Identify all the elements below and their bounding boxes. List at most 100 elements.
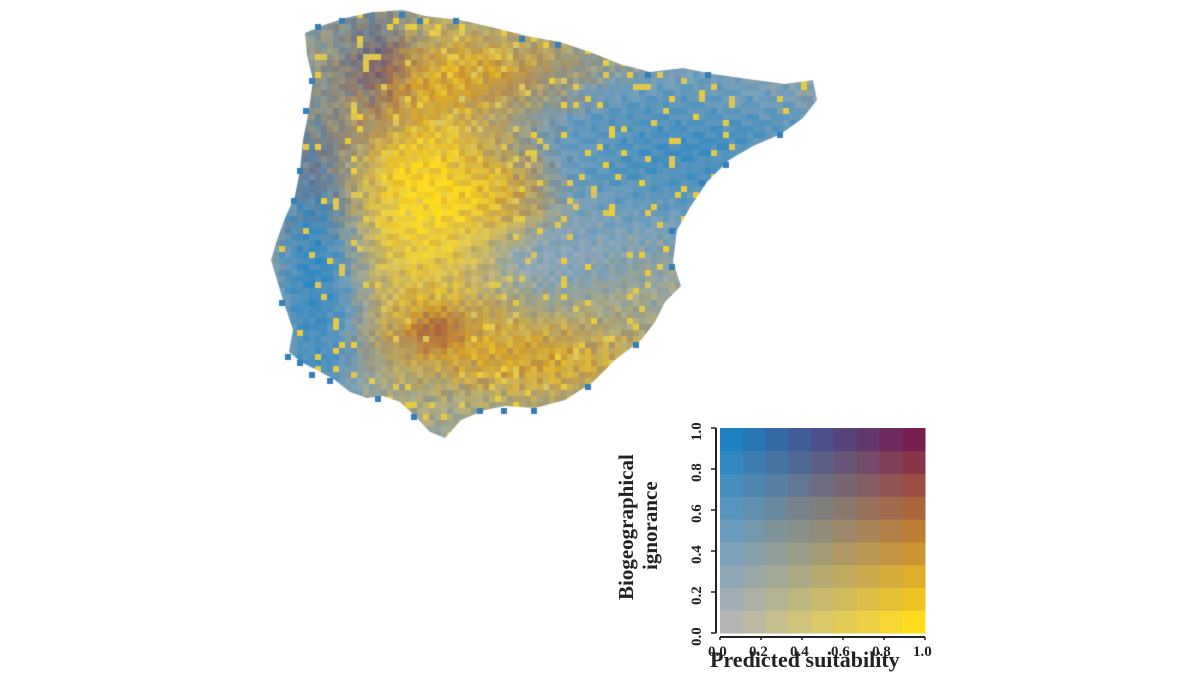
- legend-cell: [833, 428, 858, 452]
- legend-cell: [788, 610, 812, 634]
- x-tick-label: 0.0: [708, 644, 727, 660]
- legend-cell: [765, 496, 789, 520]
- legend-cell: [833, 564, 858, 588]
- legend-cell: [742, 587, 767, 611]
- legend-cell: [742, 610, 767, 634]
- legend-cell: [811, 610, 835, 634]
- legend-cell: [720, 564, 744, 588]
- legend-grid: [711, 427, 926, 640]
- legend-cell: [788, 450, 812, 475]
- legend-cell: [811, 564, 835, 588]
- legend-cell: [856, 519, 880, 543]
- legend-cell: [811, 428, 835, 452]
- legend-cell: [833, 450, 858, 475]
- legend-cell: [788, 428, 812, 452]
- legend-cell: [765, 473, 789, 497]
- legend-cell: [742, 473, 767, 497]
- x-tick-label: 1.0: [913, 644, 932, 660]
- legend-cell: [879, 473, 903, 497]
- x-tick-label: 0.2: [749, 644, 768, 660]
- y-tick-label: 0.6: [689, 504, 705, 523]
- legend-cell: [856, 428, 880, 452]
- legend-cell: [811, 587, 835, 611]
- legend-cell: [902, 450, 926, 475]
- x-tick-label: 0.8: [872, 644, 891, 660]
- legend-cell: [879, 450, 903, 475]
- legend-cell: [833, 610, 858, 634]
- bivariate-map-raster: [255, 0, 855, 460]
- legend-cell: [742, 428, 767, 452]
- legend-cell: [879, 428, 903, 452]
- legend-cell: [811, 450, 835, 475]
- legend-cell: [788, 587, 812, 611]
- legend-cell: [720, 496, 744, 520]
- legend-cell: [856, 541, 880, 566]
- legend-cell: [879, 587, 903, 611]
- legend-cell: [720, 519, 744, 543]
- legend-cell: [788, 564, 812, 588]
- y-tick-label: 0.2: [689, 586, 705, 605]
- legend-cell: [742, 496, 767, 520]
- legend-cell: [788, 519, 812, 543]
- legend-cell: [902, 519, 926, 543]
- legend-cell: [788, 473, 812, 497]
- legend-cell: [811, 496, 835, 520]
- legend-cell: [902, 428, 926, 452]
- legend-x-title: Predicted suitability: [710, 647, 900, 672]
- legend-cell: [833, 587, 858, 611]
- legend-cell: [856, 450, 880, 475]
- legend-cell: [720, 450, 744, 475]
- legend-cell: [833, 519, 858, 543]
- legend-cell: [720, 610, 744, 634]
- iberia-map: [255, 0, 855, 460]
- legend-cell: [765, 519, 789, 543]
- legend-cell: [720, 473, 744, 497]
- legend-cell: [833, 496, 858, 520]
- legend-cell: [856, 564, 880, 588]
- legend-cell: [902, 564, 926, 588]
- y-tick-label: 0.8: [689, 463, 705, 482]
- legend-cell: [856, 587, 880, 611]
- legend-cell: [811, 519, 835, 543]
- legend-y-title-line2: ignorance: [638, 481, 662, 570]
- x-tick-label: 0.4: [790, 644, 809, 660]
- legend-cell: [902, 610, 926, 634]
- y-tick-label: 1.0: [689, 422, 705, 441]
- legend-cell: [833, 541, 858, 566]
- legend-cell: [902, 541, 926, 566]
- legend-cell: [742, 519, 767, 543]
- legend-cell: [720, 587, 744, 611]
- legend-cell: [765, 450, 789, 475]
- legend-cell: [902, 496, 926, 520]
- legend-cell: [720, 541, 744, 566]
- legend-cell: [856, 473, 880, 497]
- legend-cell: [765, 587, 789, 611]
- legend-cell: [856, 496, 880, 520]
- legend-cell: [765, 428, 789, 452]
- legend-cell: [742, 541, 767, 566]
- legend-cell: [879, 519, 903, 543]
- x-tick-label: 0.6: [831, 644, 850, 660]
- legend-cell: [765, 564, 789, 588]
- legend-cell: [879, 541, 903, 566]
- legend-cell: [765, 610, 789, 634]
- legend-cell: [788, 496, 812, 520]
- legend-cell: [879, 610, 903, 634]
- legend-cell: [879, 496, 903, 520]
- legend-cell: [765, 541, 789, 566]
- legend-cell: [742, 450, 767, 475]
- bivariate-legend: Biogeographical ignorance 0.0 0.2 0.4 0.6 0.…: [600, 415, 980, 685]
- legend-cell: [879, 564, 903, 588]
- legend-cell: [856, 610, 880, 634]
- legend-cell: [902, 473, 926, 497]
- legend-cell: [742, 564, 767, 588]
- y-tick-label: 0.0: [689, 627, 705, 646]
- legend-cell: [811, 541, 835, 566]
- legend-cell: [788, 541, 812, 566]
- legend-cell: [902, 587, 926, 611]
- legend-y-title-line1: Biogeographical: [614, 454, 638, 600]
- legend-cell: [833, 473, 858, 497]
- y-tick-label: 0.4: [689, 545, 705, 564]
- legend-cell: [720, 428, 744, 452]
- legend-cell: [811, 473, 835, 497]
